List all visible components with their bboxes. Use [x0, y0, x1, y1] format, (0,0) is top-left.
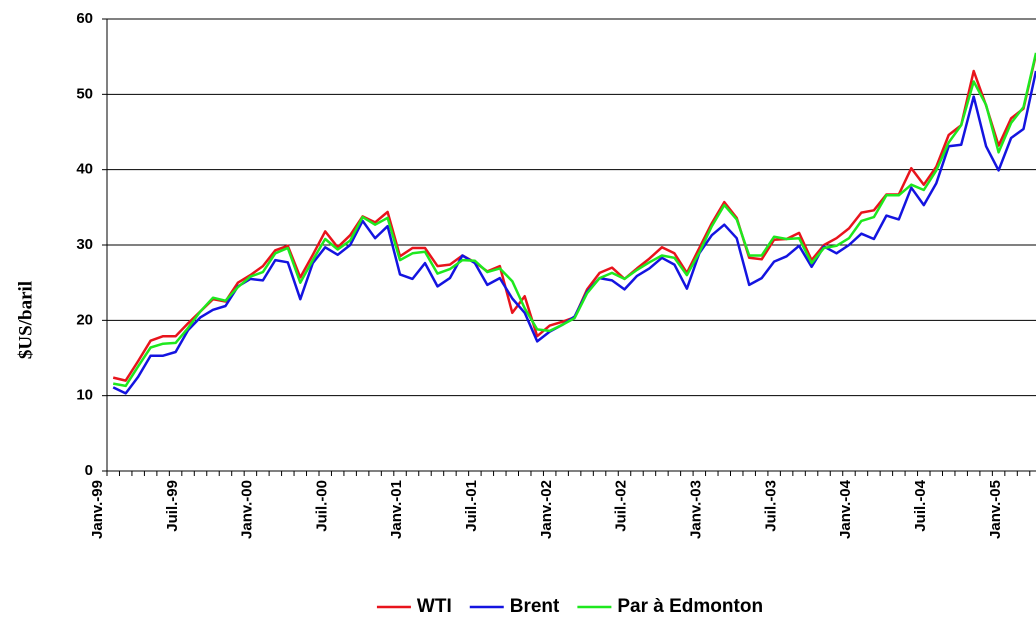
x-tick-label: Juil.-99 — [164, 480, 181, 532]
x-tick-label: Janv.-99 — [89, 480, 106, 539]
x-tick-label: Juil.-01 — [463, 480, 480, 532]
y-tick-label: 60 — [76, 10, 93, 27]
y-tick-label: 30 — [76, 236, 93, 253]
x-tick-label: Juil.-03 — [762, 480, 779, 532]
x-tick-label: Janv.-01 — [388, 480, 405, 539]
x-tick-label: Janv.-02 — [538, 480, 555, 539]
y-axis-label: $US/baril — [15, 281, 36, 359]
x-tick-label: Juil.-00 — [313, 480, 330, 532]
legend-label: WTI — [417, 596, 452, 617]
y-tick-label: 0 — [85, 462, 93, 479]
y-tick-label: 50 — [76, 85, 93, 102]
legend-label: Brent — [510, 596, 560, 617]
x-tick-label: Juil.-02 — [613, 480, 630, 532]
x-tick-label: Juil.-04 — [912, 479, 929, 531]
x-tick-label: Janv.-05 — [987, 480, 1004, 539]
y-tick-label: 40 — [76, 161, 93, 178]
line-series — [112, 54, 1036, 382]
x-tick-label: Janv.-00 — [239, 480, 256, 539]
x-tick-label: Janv.-04 — [837, 479, 854, 539]
y-tick-label: 20 — [76, 311, 93, 328]
y-tick-label: 10 — [76, 387, 93, 404]
line-series — [112, 52, 1036, 388]
x-tick-label: Janv.-03 — [688, 480, 705, 539]
line-series — [112, 70, 1036, 395]
legend-label: Par à Edmonton — [617, 596, 763, 617]
